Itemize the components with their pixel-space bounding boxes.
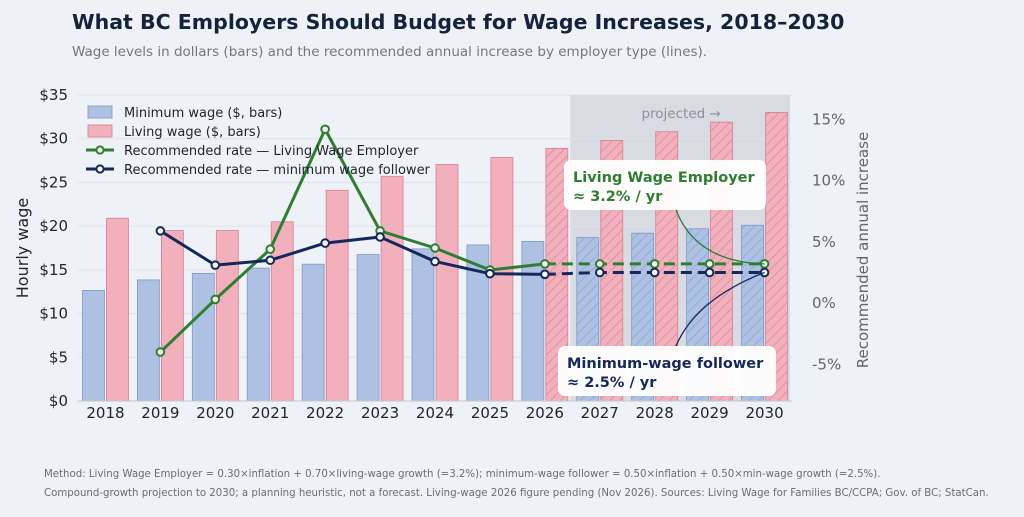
legend-marker-living-employer [95, 145, 105, 155]
point-living-employer-2027 [594, 259, 605, 269]
x-tick-2022: 2022 [306, 404, 344, 422]
bar-minimum-2024 [411, 248, 435, 402]
point-minimum-follower-2025 [485, 268, 495, 279]
point-minimum-follower-2026 [540, 269, 550, 280]
projected-label: projected → [641, 106, 720, 122]
bar-living-2020 [215, 230, 239, 402]
point-minimum-follower-2022 [320, 238, 330, 248]
x-tick-2030: 2030 [745, 404, 783, 422]
bar-living-2023 [380, 175, 404, 402]
legend-label-living-employer: Recommended rate — Living Wage Employer [124, 144, 419, 159]
legend-swatch-living [87, 124, 113, 138]
point-living-employer-2020 [210, 294, 221, 305]
bar-living-2018 [106, 217, 129, 402]
y2-tick: 0% [812, 294, 836, 312]
y-tick: $30 [39, 130, 68, 148]
y-tick: $35 [39, 86, 68, 104]
bar-minimum-2018 [82, 290, 105, 402]
annotation-box-living-employer [564, 160, 766, 210]
line-living-employer-actual [159, 127, 546, 354]
line-minimum-follower-actual [159, 229, 545, 276]
y-tick: $10 [39, 305, 68, 323]
chart-title: What BC Employers Should Budget for Wage… [72, 10, 845, 34]
y-tick: $25 [39, 173, 68, 191]
bar-living-2025 [490, 157, 514, 402]
annotation-arrow-living-employer [675, 209, 765, 265]
x-tick-2027: 2027 [581, 404, 619, 422]
footer-method: Method: Living Wage Employer = 0.30×infl… [44, 469, 881, 480]
bar-living-2024 [435, 164, 459, 402]
y-tick: $0 [49, 392, 68, 410]
y2-tick: 15% [812, 110, 845, 128]
x-tick-2024: 2024 [416, 404, 454, 422]
point-living-employer-2028 [649, 259, 660, 269]
x-tick-2029: 2029 [691, 404, 729, 422]
point-minimum-follower-2021 [265, 255, 276, 266]
legend-label-living: Living wage ($, bars) [124, 125, 261, 140]
legend-marker-minimum-follower [95, 164, 105, 174]
legend-swatch-minimum [87, 105, 113, 119]
x-tick-2028: 2028 [636, 404, 674, 422]
bar-living-2022 [325, 189, 349, 402]
y2-axis-label: Recommended annual increase [854, 132, 872, 368]
annotation-arrow-minimum-follower [675, 271, 765, 347]
legend-label-minimum-follower: Recommended rate — minimum wage follower [124, 163, 431, 178]
x-tick-2020: 2020 [196, 404, 234, 422]
point-living-employer-2026 [540, 259, 550, 269]
x-tick-2023: 2023 [361, 404, 399, 422]
bar-minimum-2022 [301, 263, 325, 402]
annotation-value-minimum-follower: ≈ 2.5% / yr [567, 375, 657, 391]
y-tick: $15 [39, 261, 68, 279]
annotation-box-minimum-follower [558, 346, 776, 396]
bar-living-2019 [160, 230, 184, 402]
bar-minimum-2021 [246, 267, 270, 402]
x-tick-2018: 2018 [86, 404, 124, 422]
y2-tick: -5% [812, 355, 841, 373]
point-living-employer-2021 [265, 244, 276, 255]
x-tick-2025: 2025 [471, 404, 509, 422]
y2-tick: 10% [812, 172, 845, 190]
point-minimum-follower-2024 [430, 256, 440, 267]
annotation-title-living-employer: Living Wage Employer [573, 170, 756, 186]
x-tick-2021: 2021 [251, 404, 289, 422]
footer-sources: Compound-growth projection to 2030; a pl… [44, 488, 989, 499]
bar-minimum-2019 [136, 279, 160, 402]
y-tick: $20 [39, 217, 68, 235]
bar-minimum-2023 [356, 254, 380, 402]
annotation-value-living-employer: ≈ 3.2% / yr [573, 189, 663, 205]
point-minimum-follower-2023 [375, 232, 385, 242]
chart-subtitle: Wage levels in dollars (bars) and the re… [72, 44, 708, 60]
point-living-employer-2029 [704, 259, 715, 269]
y-tick: $5 [49, 348, 68, 366]
point-minimum-follower-2019 [155, 226, 166, 236]
point-minimum-follower-2029 [704, 267, 715, 278]
y2-tick: 5% [812, 233, 836, 251]
point-minimum-follower-2027 [594, 267, 605, 278]
x-tick-2019: 2019 [141, 404, 179, 422]
bar-minimum-2020 [191, 272, 215, 402]
point-minimum-follower-2020 [210, 260, 221, 270]
legend-label-minimum: Minimum wage ($, bars) [124, 106, 282, 121]
point-minimum-follower-2028 [649, 267, 660, 278]
x-tick-2026: 2026 [526, 404, 564, 422]
point-living-employer-2019 [155, 347, 166, 357]
y-axis-label: Hourly wage [13, 198, 32, 298]
point-living-employer-2024 [430, 243, 440, 253]
annotation-title-minimum-follower: Minimum-wage follower [567, 356, 764, 372]
point-living-employer-2022 [320, 124, 330, 135]
